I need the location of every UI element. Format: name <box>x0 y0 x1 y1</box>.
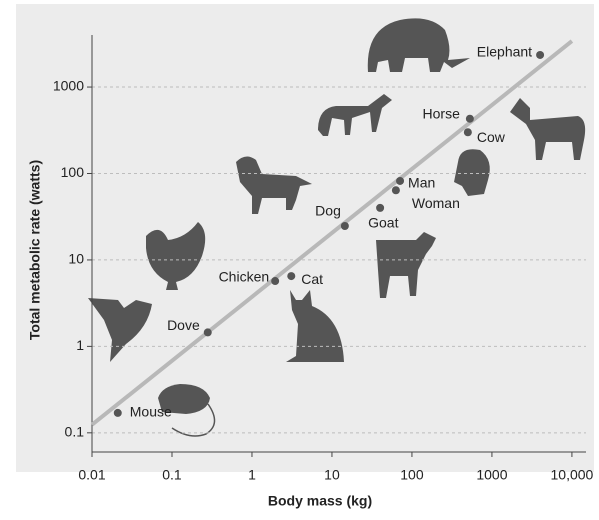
data-point <box>536 51 544 59</box>
point-label: Elephant <box>477 44 532 60</box>
y-tick-label: 1 <box>76 337 84 353</box>
point-label: Woman <box>412 195 460 211</box>
panel <box>16 4 594 472</box>
point-label: Goat <box>368 215 398 231</box>
chart: Body mass (kg) Total metabolic rate (wat… <box>0 0 599 520</box>
y-tick-label: 1000 <box>53 78 84 94</box>
data-point <box>271 277 279 285</box>
data-point <box>466 115 474 123</box>
x-tick-label: 0.1 <box>162 467 182 483</box>
x-tick-label: 10,000 <box>551 467 594 483</box>
x-tick-label: 1 <box>248 467 256 483</box>
data-point <box>114 409 122 417</box>
point-label: Dog <box>315 203 341 219</box>
point-label: Dove <box>167 317 200 333</box>
point-label: Mouse <box>130 404 172 420</box>
point-label: Horse <box>423 105 461 121</box>
x-tick-label: 0.01 <box>78 467 105 483</box>
data-point <box>464 128 472 136</box>
y-tick-label: 0.1 <box>65 424 85 440</box>
x-axis-label: Body mass (kg) <box>268 493 372 509</box>
data-point <box>396 177 404 185</box>
data-point <box>392 186 400 194</box>
point-label: Cow <box>477 129 506 145</box>
point-label: Man <box>408 175 435 191</box>
y-tick-label: 10 <box>68 251 84 267</box>
point-label: Cat <box>301 271 323 287</box>
data-point <box>376 204 384 212</box>
y-axis-label: Total metabolic rate (watts) <box>27 160 43 340</box>
x-tick-label: 100 <box>400 467 424 483</box>
x-tick-label: 1000 <box>476 467 507 483</box>
x-tick-label: 10 <box>324 467 340 483</box>
y-tick-label: 100 <box>61 164 85 180</box>
data-point <box>287 272 295 280</box>
data-point <box>341 222 349 230</box>
data-point <box>204 328 212 336</box>
point-label: Chicken <box>219 269 270 285</box>
page: Body mass (kg) Total metabolic rate (wat… <box>0 0 599 520</box>
